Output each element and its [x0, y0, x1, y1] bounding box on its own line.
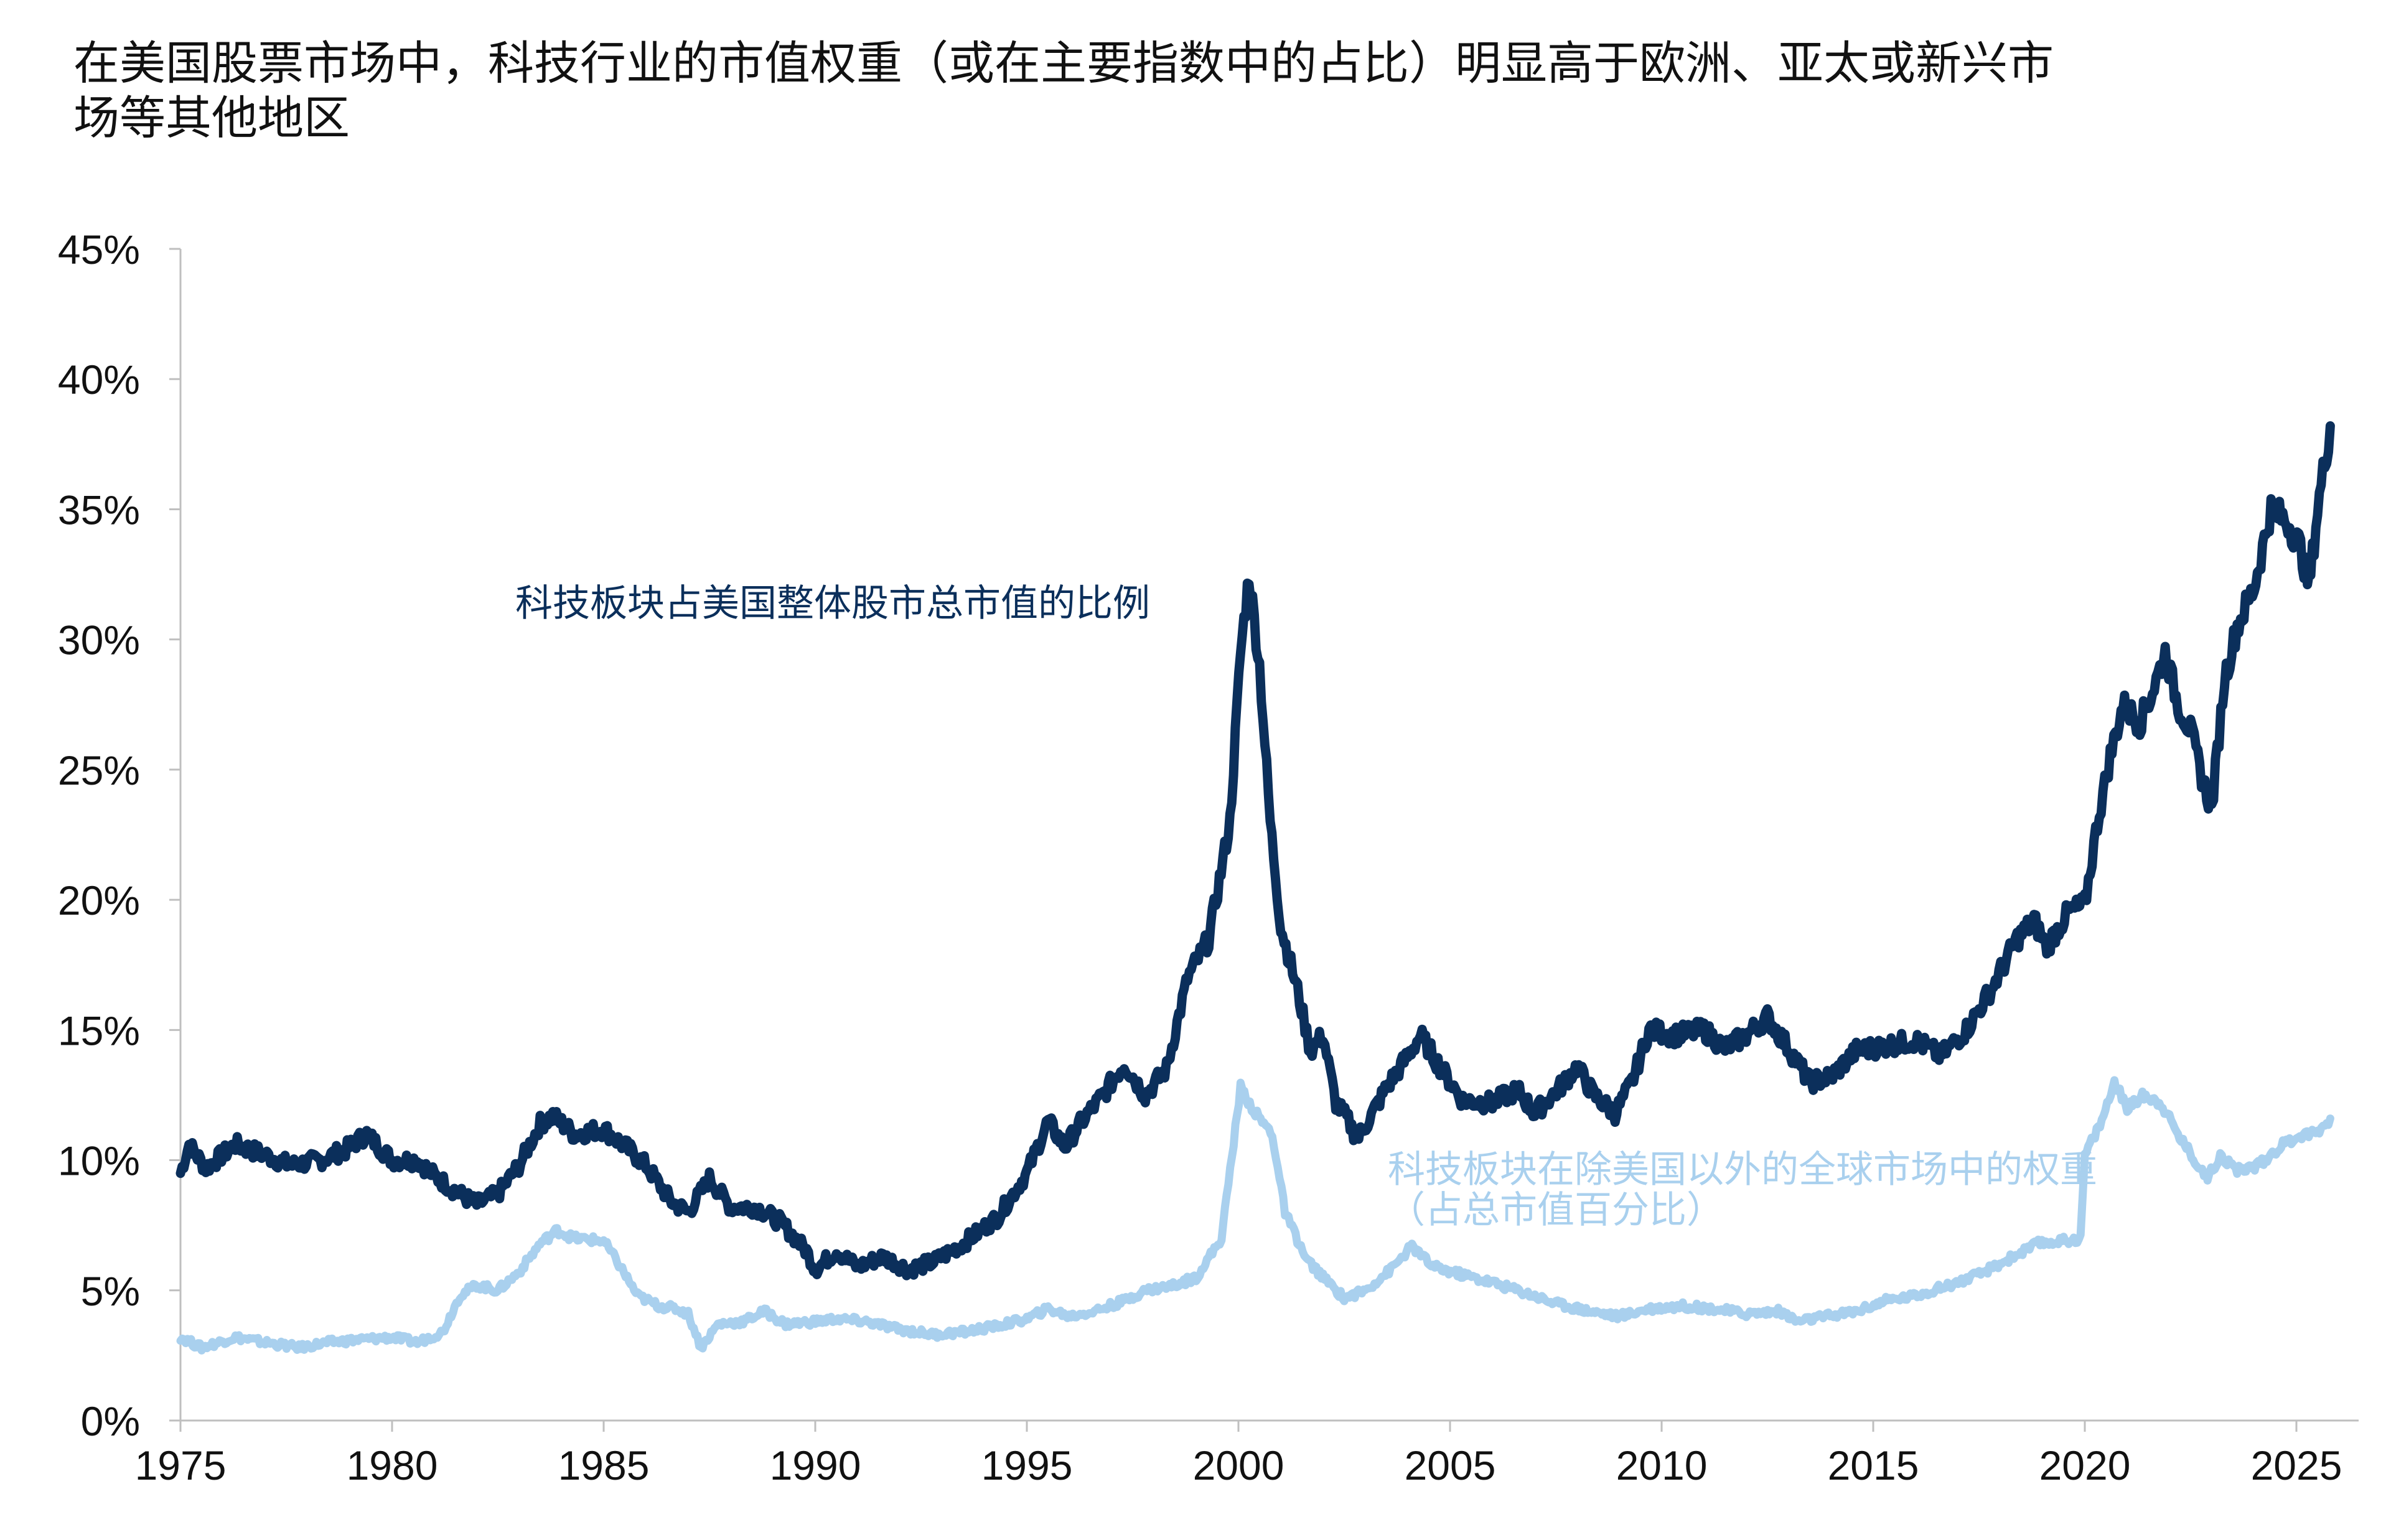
x-tick-label: 2005 — [1405, 1442, 1496, 1488]
intl-series-annotation-sub: （占总市值百分比） — [1388, 1188, 1724, 1232]
y-tick-label: 45% — [58, 226, 140, 273]
series-line-intl-tech — [176, 1076, 2334, 1355]
chart-title: 在美国股票市场中，科技行业的市值权重（或在主要指数中的占比）明显高于欧洲、亚太或… — [73, 37, 2054, 145]
x-tick-label: 2015 — [1828, 1442, 1919, 1488]
x-tick-label: 1975 — [135, 1442, 227, 1488]
y-tick-label: 0% — [81, 1398, 140, 1444]
series-line-us-tech — [175, 421, 2335, 1281]
y-tick-label: 10% — [58, 1138, 140, 1184]
us-series-annotation: 科技板块占美国整体股市总市值的比例 — [515, 582, 1150, 625]
x-tick-label: 2025 — [2251, 1442, 2342, 1488]
y-tick-label: 25% — [58, 747, 140, 793]
y-tick-label: 35% — [58, 487, 140, 533]
x-tick-label: 1990 — [770, 1442, 861, 1488]
chart-axes: 0% 5% 10% 15% 20% 25% 30% 35% 40% 45% 1975 1980 1985… — [58, 226, 2359, 1488]
intl-series-annotation: 科技板块在除美国以外的全球市场中的权重 — [1388, 1148, 2097, 1192]
y-tick-label: 5% — [81, 1268, 140, 1314]
y-tick-label: 20% — [58, 877, 140, 923]
y-tick-label: 30% — [58, 617, 140, 663]
x-tick-label: 2020 — [2039, 1442, 2131, 1488]
x-tick-label: 2010 — [1616, 1442, 1708, 1488]
x-tick-label: 1980 — [347, 1442, 438, 1488]
x-tick-label: 2000 — [1193, 1442, 1284, 1488]
y-tick-label: 40% — [58, 357, 140, 403]
y-tick-label: 15% — [58, 1007, 140, 1053]
x-tick-label: 1985 — [558, 1442, 650, 1488]
x-tick-label: 1995 — [981, 1442, 1073, 1488]
series-layer — [175, 421, 2335, 1355]
